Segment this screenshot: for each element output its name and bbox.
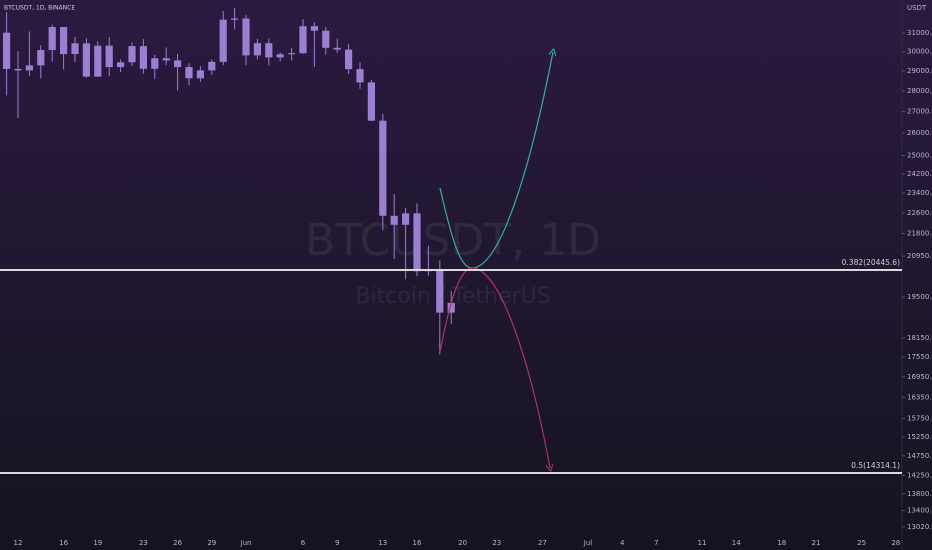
y-tick-label: 19500.0 xyxy=(907,293,932,301)
x-tick-label: 28 xyxy=(891,539,900,547)
candle-body xyxy=(128,46,136,63)
x-tick-label: 21 xyxy=(812,539,821,547)
y-tick-label: 13020.0 xyxy=(907,523,932,531)
candle-body xyxy=(333,47,341,50)
y-tick-label: 31000.0 xyxy=(907,29,932,37)
y-unit: USDT xyxy=(907,4,927,12)
y-tick-label: 28000.0 xyxy=(907,87,932,95)
y-tick-label: 14750.0 xyxy=(907,452,932,460)
y-tick-label: 22600.0 xyxy=(907,209,932,217)
candle-body xyxy=(25,65,33,71)
y-tick-label: 21800.0 xyxy=(907,229,932,237)
x-tick-label: 13 xyxy=(378,539,387,547)
x-tick-label: 27 xyxy=(538,539,547,547)
x-tick-label: 16 xyxy=(59,539,68,547)
candle-body xyxy=(276,54,284,58)
y-tick-label: 17550.0 xyxy=(907,353,932,361)
y-tick-label: 13400.0 xyxy=(907,507,932,515)
x-tick-label: 7 xyxy=(654,539,658,547)
candle-body xyxy=(379,120,387,216)
candle-body xyxy=(402,213,410,225)
candle-body xyxy=(3,32,11,69)
x-tick-label: 11 xyxy=(698,539,707,547)
y-tick-label: 23400.0 xyxy=(907,189,932,197)
candle-body xyxy=(310,26,318,31)
x-tick-label: 26 xyxy=(173,539,182,547)
y-tick-label: 25000.0 xyxy=(907,151,932,159)
x-tick-label: 14 xyxy=(732,539,741,547)
x-tick-label: 20 xyxy=(458,539,467,547)
candle-body xyxy=(299,26,307,54)
y-tick-label: 16950.0 xyxy=(907,373,932,381)
y-tick-label: 14250.0 xyxy=(907,472,932,480)
y-tick-label: 30000.0 xyxy=(907,48,932,56)
candle-body xyxy=(390,215,398,225)
candle-body xyxy=(447,302,455,313)
x-tick-label: 9 xyxy=(335,539,339,547)
candle-body xyxy=(37,50,45,66)
candle-body xyxy=(185,67,193,79)
candle-body xyxy=(288,53,296,55)
fib-level-label: 0.382(20445.6) xyxy=(842,258,900,267)
y-tick-label: 24200.0 xyxy=(907,170,932,178)
x-tick-label: 25 xyxy=(857,539,866,547)
x-tick-label: 4 xyxy=(620,539,625,547)
candle-body xyxy=(71,43,79,55)
candle-body xyxy=(356,69,364,83)
y-tick-label: 16350.0 xyxy=(907,393,932,401)
candle-body xyxy=(162,58,170,61)
candle-body xyxy=(14,68,22,71)
y-tick-label: 27000.0 xyxy=(907,108,932,116)
bullish-path xyxy=(439,52,553,269)
x-tick-label: 6 xyxy=(301,539,306,547)
candle-body xyxy=(345,49,353,70)
candle-body xyxy=(60,27,68,55)
y-tick-label: 15250.0 xyxy=(907,433,932,441)
candle-body xyxy=(82,43,90,77)
x-tick-label: 23 xyxy=(492,539,501,547)
y-tick-label: 13800.0 xyxy=(907,490,932,498)
candle-body xyxy=(253,43,261,56)
candle-body xyxy=(242,18,250,56)
chart-title: BTCUSDT, 1D, BINANCE xyxy=(4,5,75,12)
candle-body xyxy=(265,43,273,58)
x-tick-label: 12 xyxy=(14,539,23,547)
candle-body xyxy=(367,82,375,121)
candle-body xyxy=(231,18,239,20)
marks xyxy=(3,7,455,355)
x-tick-label: Jun xyxy=(240,539,252,547)
candle-body xyxy=(117,62,125,68)
fib-level-label: 0.5(14314.1) xyxy=(851,461,900,470)
candle-body xyxy=(174,60,182,68)
y-tick-label: 15750.0 xyxy=(907,415,932,423)
candle-body xyxy=(219,19,227,62)
candle-body xyxy=(151,58,159,69)
x-tick-label: 29 xyxy=(207,539,216,547)
candle-body xyxy=(413,213,421,272)
candle-body xyxy=(196,70,204,79)
bearish-path xyxy=(439,267,550,468)
candle-body xyxy=(139,46,147,69)
candle-body xyxy=(436,269,444,313)
y-tick-label: 26000.0 xyxy=(907,129,932,137)
candle-body xyxy=(322,30,330,48)
x-tick-label: 19 xyxy=(93,539,102,547)
y-tick-label: 29000.0 xyxy=(907,67,932,75)
candle-body xyxy=(94,45,102,77)
candle-body xyxy=(208,61,216,71)
candle-body xyxy=(105,45,113,68)
candle-body xyxy=(48,27,56,51)
y-tick-label: 18150.0 xyxy=(907,334,932,342)
x-tick-label: 16 xyxy=(413,539,422,547)
x-tick-label: 18 xyxy=(777,539,786,547)
y-tick-label: 20950.0 xyxy=(907,252,932,260)
x-tick-label: 23 xyxy=(139,539,148,547)
x-tick-label: Jul xyxy=(583,539,593,547)
